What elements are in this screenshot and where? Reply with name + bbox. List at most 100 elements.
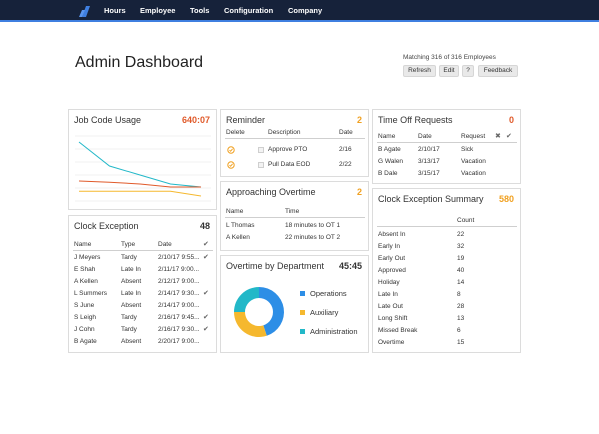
row-date: 3/13/17 [418, 158, 440, 165]
row-date: 2/10/17 [418, 146, 440, 153]
row-type: Tardy [121, 254, 137, 261]
row-date: 2/10/17 9:55... [158, 254, 200, 261]
divider [225, 217, 365, 218]
summary-value: 14 [457, 279, 465, 286]
row-name: L Summers [74, 290, 107, 297]
delete-icon[interactable] [227, 161, 235, 169]
edit-button[interactable]: Edit [439, 65, 459, 77]
summary-label: Overtime [378, 339, 405, 346]
row-date: 2/16/17 9:45... [158, 314, 200, 321]
row-date: 2/12/17 9:00... [158, 278, 200, 285]
summary-label: Missed Break [378, 327, 418, 334]
overtime-by-department-card: Overtime by Department 45:45 Operations … [220, 255, 369, 353]
reminder-description: Pull Data EOD [268, 161, 311, 168]
card-title: Clock Exception [74, 221, 139, 231]
row-date: 2/20/17 9:00... [158, 338, 200, 345]
row-name: L Thomas [226, 222, 255, 229]
row-time: 18 minutes to OT 1 [285, 222, 341, 229]
nav-tools[interactable]: Tools [190, 6, 210, 15]
row-request: Sick [461, 146, 474, 153]
summary-value: 13 [457, 315, 465, 322]
delete-icon[interactable] [227, 146, 235, 154]
series-line-1 [78, 180, 201, 188]
summary-label: Late In [378, 291, 398, 298]
nav-hours[interactable]: Hours [104, 6, 126, 15]
row-request: Vacation [461, 158, 486, 165]
col-header-delete: Delete [226, 129, 245, 136]
matching-employees-text: Matching 316 of 316 Employees [403, 54, 496, 61]
row-type: Late In [121, 266, 141, 273]
summary-value: 32 [457, 243, 465, 250]
row-date: 2/11/17 9:00... [158, 266, 200, 273]
row-name: J Cohn [74, 326, 95, 333]
nav-company[interactable]: Company [288, 6, 323, 15]
card-title: Overtime by Department [226, 261, 325, 271]
row-type: Tardy [121, 314, 137, 321]
row-type: Absent [121, 278, 142, 285]
reminder-description: Approve PTO [268, 146, 308, 153]
row-type: Tardy [121, 326, 137, 333]
col-header-name: Name [74, 241, 92, 248]
summary-label: Holiday [378, 279, 400, 286]
donut-slice-administration [234, 287, 259, 312]
reminder-count: 2 [356, 115, 362, 125]
help-button[interactable]: ? [462, 65, 474, 77]
check-icon[interactable]: ✔ [203, 290, 209, 297]
row-name: B Dale [378, 170, 398, 177]
summary-label: Early In [378, 243, 401, 250]
reminder-checkbox[interactable] [258, 162, 264, 168]
row-name: A Kellen [226, 234, 250, 241]
overtime-count: 2 [356, 187, 362, 197]
card-title: Reminder [226, 115, 266, 125]
row-type: Absent [121, 302, 142, 309]
summary-label: Late Out [378, 303, 403, 310]
divider [377, 142, 517, 143]
legend-administration: Administration [310, 327, 358, 336]
app-logo-icon[interactable] [79, 4, 93, 18]
summary-value: 28 [457, 303, 465, 310]
time-off-requests-card: Time Off Requests 0 Name Date Request ✖ … [372, 109, 521, 184]
card-title: Time Off Requests [378, 115, 453, 125]
clock-exception-summary-card: Clock Exception Summary 580 Count Absent… [372, 188, 521, 353]
series-line-2 [79, 190, 202, 197]
row-name: S June [74, 302, 95, 309]
legend-auxiliary: Auxiliary [310, 308, 339, 317]
col-header-name: Name [378, 133, 396, 140]
check-icon[interactable]: ✔ [203, 326, 209, 333]
check-icon[interactable]: ✔ [203, 254, 209, 261]
reminder-date: 2/16 [339, 146, 352, 153]
row-type: Absent [121, 338, 142, 345]
time-off-count: 0 [508, 115, 514, 125]
card-title: Clock Exception Summary [378, 194, 484, 204]
feedback-button[interactable]: Feedback [478, 65, 518, 77]
refresh-button[interactable]: Refresh [403, 65, 436, 77]
summary-label: Approved [378, 267, 406, 274]
check-icon[interactable]: ✔ [203, 314, 209, 321]
summary-value: 19 [457, 255, 465, 262]
row-type: Late In [121, 290, 141, 297]
summary-label: Absent In [378, 231, 406, 238]
top-nav-bar: Hours Employee Tools Configuration Compa… [0, 0, 599, 22]
col-header-description: Description [268, 129, 301, 136]
approve-all-check-icon[interactable]: ✔ [506, 133, 512, 140]
clock-exception-card: Clock Exception 48 Name Type Date ✔ J Me… [68, 215, 217, 353]
divider [225, 138, 365, 139]
summary-value: 40 [457, 267, 465, 274]
approve-all-check-icon[interactable]: ✔ [203, 241, 209, 248]
legend-swatch-administration [300, 329, 305, 334]
row-name: B Agate [74, 338, 97, 345]
approaching-overtime-card: Approaching Overtime 2 Name Time L Thoma… [220, 181, 369, 251]
row-date: 2/16/17 9:30... [158, 326, 200, 333]
reminder-checkbox[interactable] [258, 147, 264, 153]
nav-employee[interactable]: Employee [140, 6, 176, 15]
deny-all-x-icon[interactable]: ✖ [495, 133, 501, 140]
nav-configuration[interactable]: Configuration [224, 6, 274, 15]
summary-value: 8 [457, 291, 461, 298]
summary-label: Long Shift [378, 315, 408, 322]
summary-label: Early Out [378, 255, 406, 262]
page-title: Admin Dashboard [75, 54, 204, 71]
job-code-total: 640:07 [181, 115, 210, 125]
row-name: A Kellen [74, 278, 98, 285]
row-name: S Leigh [74, 314, 97, 321]
col-header-time: Time [285, 208, 300, 215]
